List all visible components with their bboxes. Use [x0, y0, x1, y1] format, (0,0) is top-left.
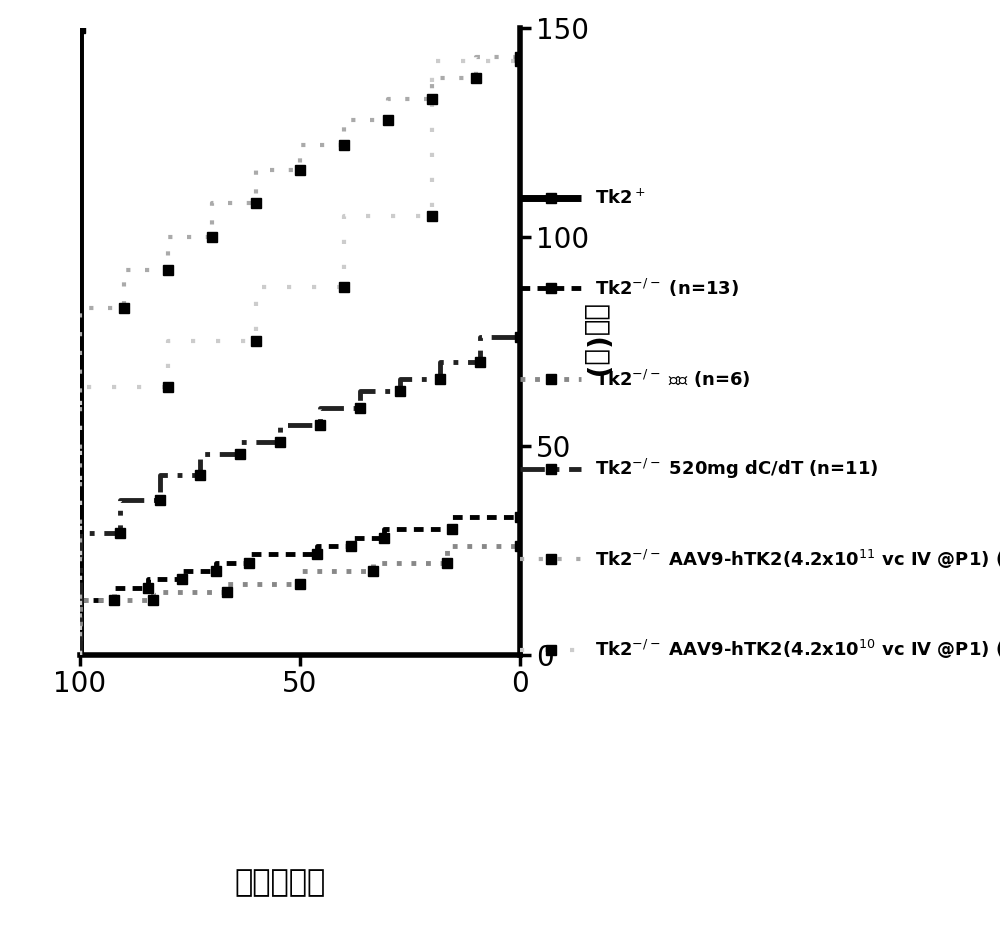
- Text: Tk2$^{-/-}$ 520mg dC/dT (n=11): Tk2$^{-/-}$ 520mg dC/dT (n=11): [595, 457, 879, 481]
- Text: Tk2$^{-/-}$ AAV9-hTK2(4.2x10$^{10}$ vc IV @P1) (n=5): Tk2$^{-/-}$ AAV9-hTK2(4.2x10$^{10}$ vc I…: [595, 639, 1000, 661]
- Y-axis label: 时间(天): 时间(天): [582, 304, 610, 379]
- Text: Tk2$^{-/-}$ AAV9-hTK2(4.2x10$^{11}$ vc IV @P1) (n=10): Tk2$^{-/-}$ AAV9-hTK2(4.2x10$^{11}$ vc I…: [595, 548, 1000, 571]
- Text: Tk2$^+$: Tk2$^+$: [595, 188, 646, 208]
- Text: Tk2$^{-/-}$ 哺乳 (n=6): Tk2$^{-/-}$ 哺乳 (n=6): [595, 367, 751, 390]
- Text: 生存率分析: 生存率分析: [234, 869, 326, 898]
- Text: Tk2$^{-/-}$ (n=13): Tk2$^{-/-}$ (n=13): [595, 277, 739, 299]
